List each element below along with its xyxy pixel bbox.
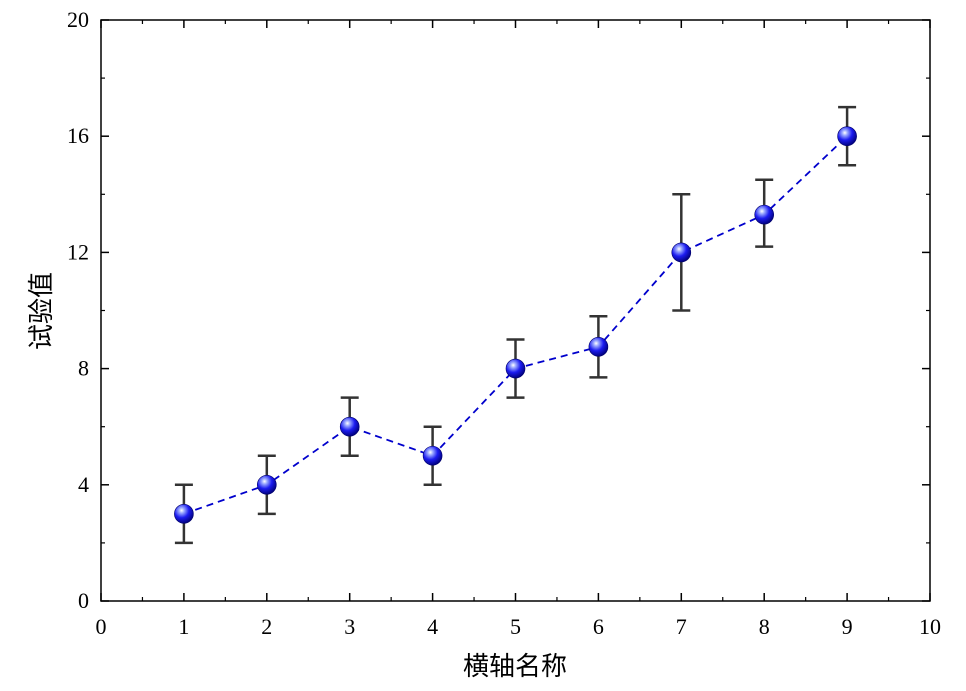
data-point — [588, 337, 609, 357]
data-point — [174, 504, 194, 524]
axis-ticks — [100, 19, 931, 602]
x-tick-label: 8 — [759, 614, 770, 639]
y-tick-label: 20 — [67, 7, 89, 32]
data-point — [256, 474, 277, 495]
y-tick-label: 12 — [67, 239, 89, 264]
data-point — [505, 358, 526, 379]
x-tick-label: 6 — [593, 614, 604, 639]
y-axis-title: 试验值 — [27, 272, 57, 350]
y-tick-label: 8 — [78, 356, 89, 381]
y-tick-label: 4 — [78, 472, 89, 497]
x-tick-label: 2 — [261, 614, 272, 639]
x-tick-label: 0 — [96, 614, 107, 639]
y-tick-label: 0 — [78, 588, 89, 613]
data-point — [754, 204, 775, 225]
x-tick-label: 10 — [919, 614, 941, 639]
data-point — [671, 242, 692, 263]
x-tick-label: 4 — [427, 614, 438, 639]
x-axis-title: 横轴名称 — [463, 652, 567, 682]
x-tick-label: 3 — [344, 614, 355, 639]
x-tick-label: 9 — [842, 614, 853, 639]
data-point — [837, 126, 857, 146]
data-point — [339, 416, 360, 437]
x-tick-label: 1 — [178, 614, 189, 639]
data-point — [422, 445, 443, 466]
series-line — [183, 135, 848, 515]
plot-frame — [100, 19, 931, 602]
x-tick-label: 7 — [676, 614, 687, 639]
y-tick-label: 16 — [67, 123, 89, 148]
data-series — [174, 105, 857, 545]
x-tick-label: 5 — [510, 614, 521, 639]
